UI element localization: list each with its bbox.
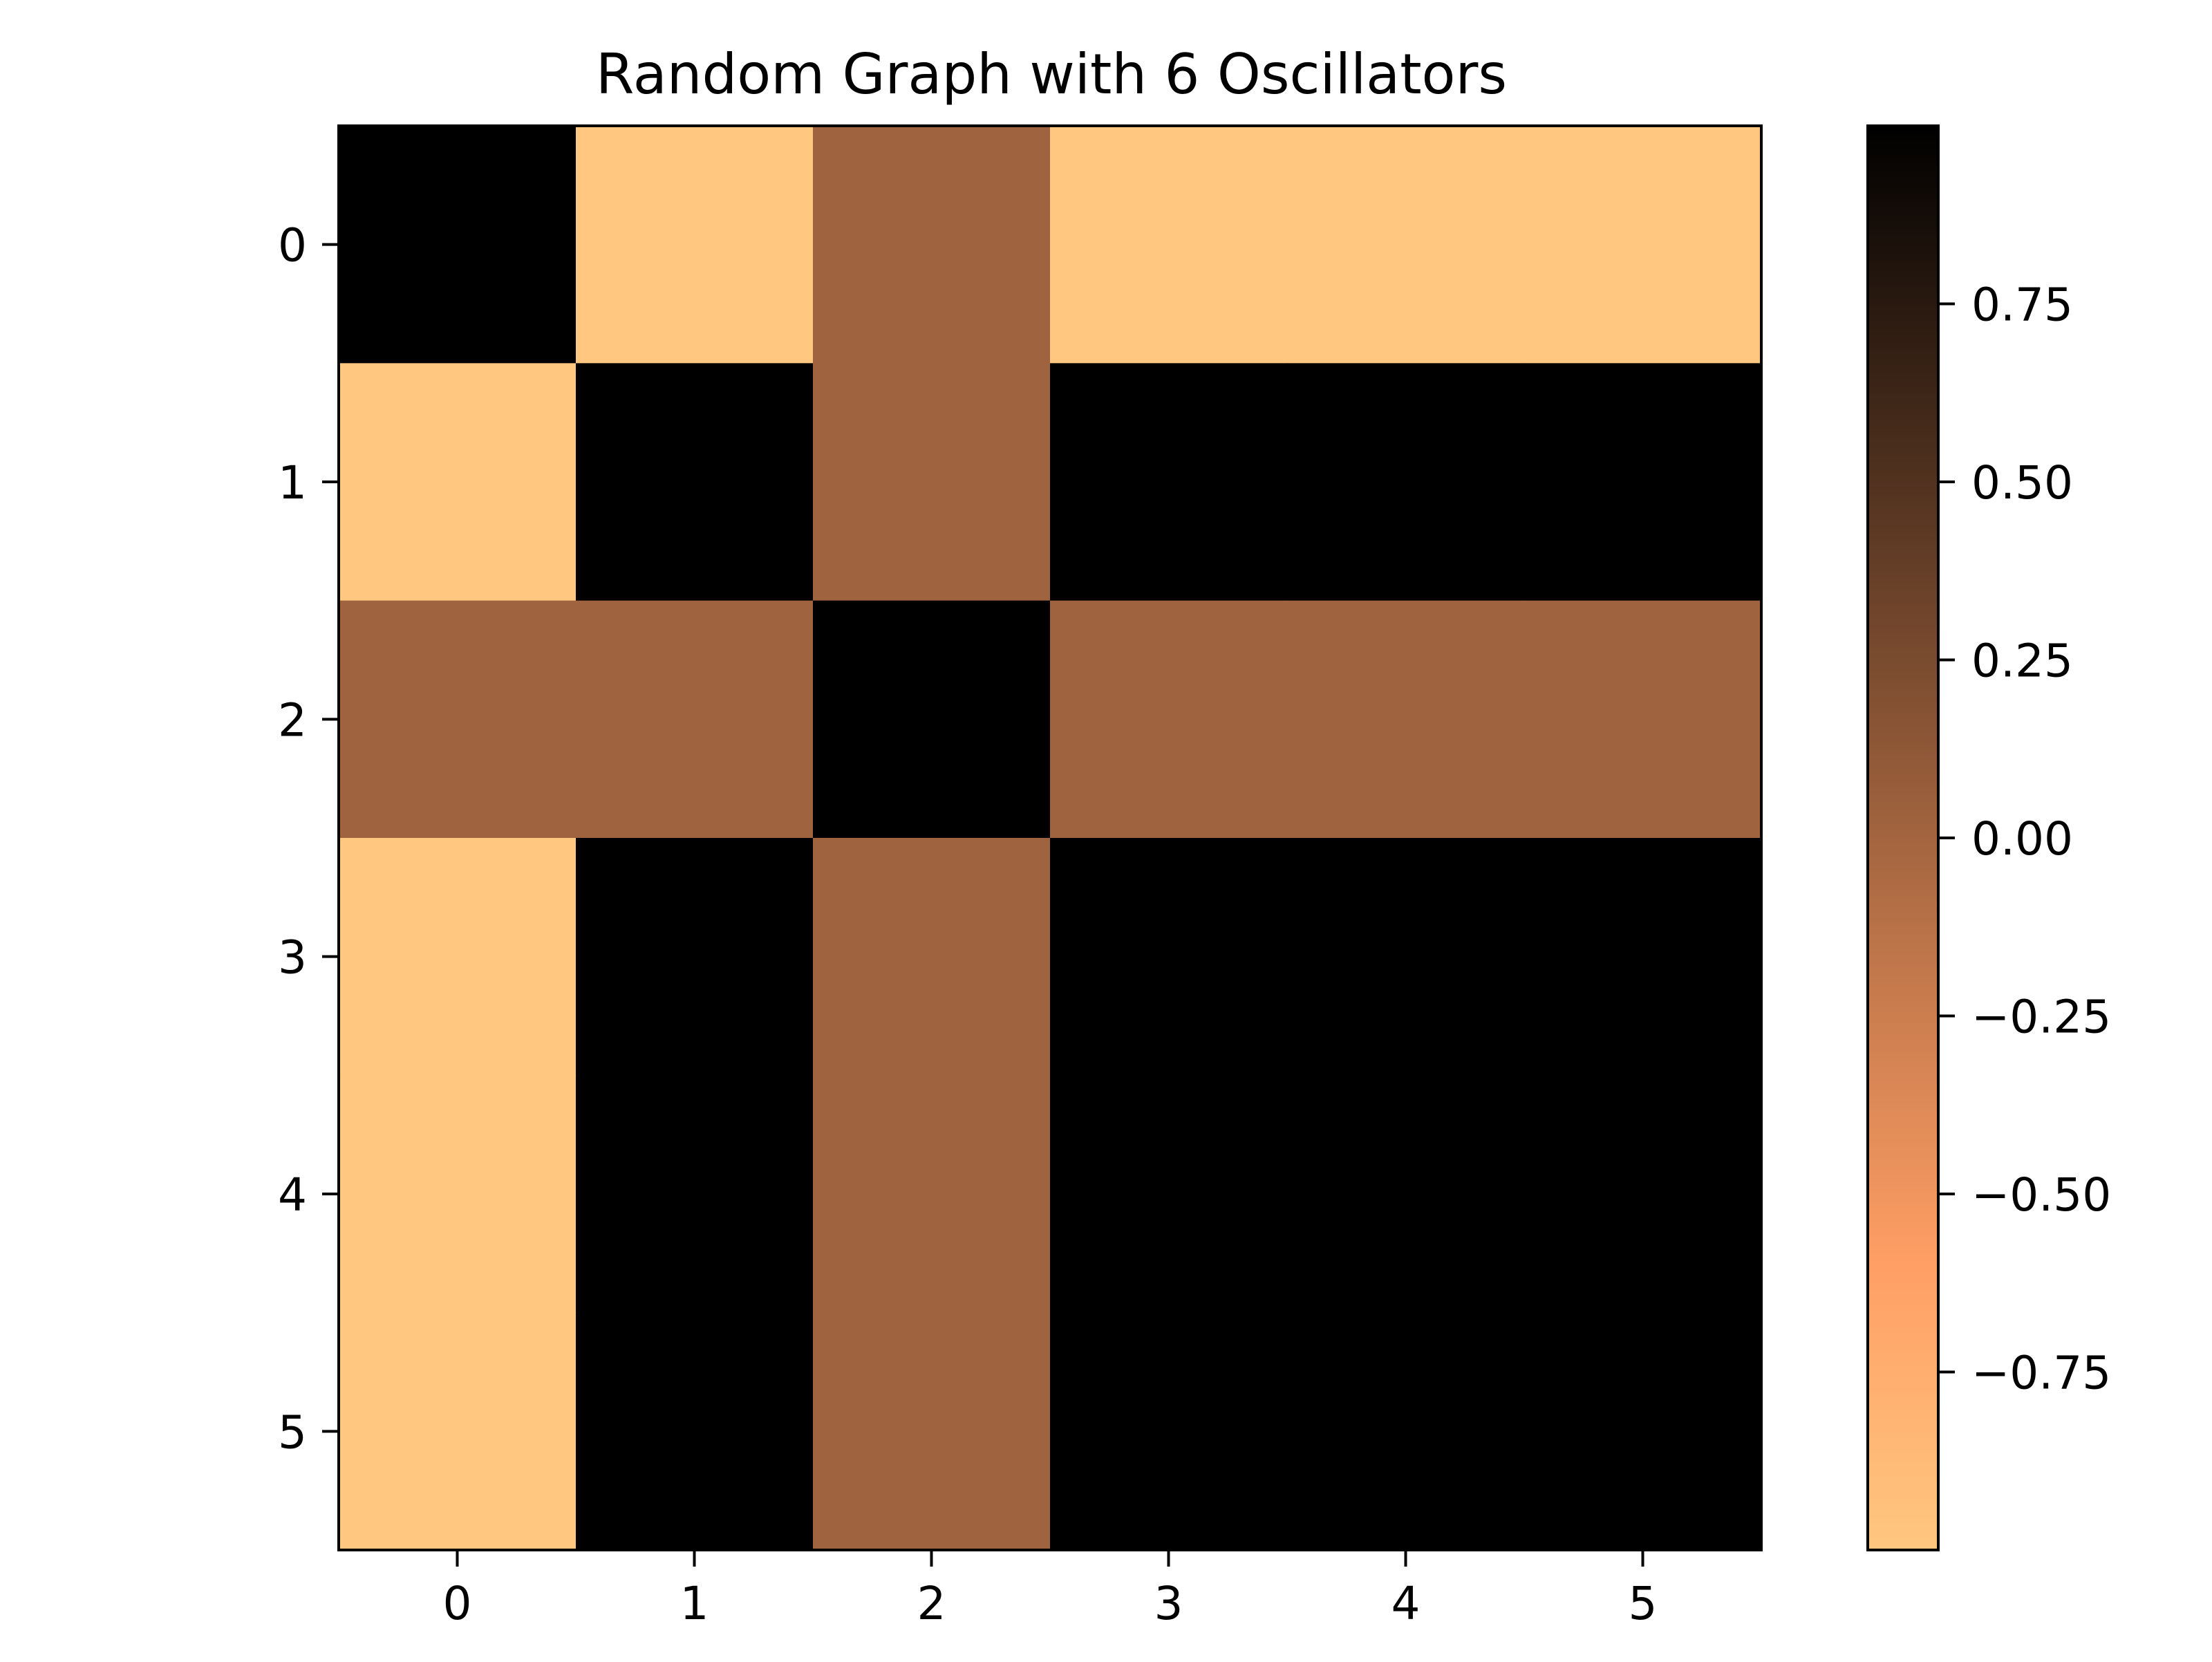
heatmap-cell-0-5 bbox=[1524, 126, 1762, 364]
x-tick-label-4: 4 bbox=[1391, 1577, 1421, 1630]
heatmap-cell-5-4 bbox=[1287, 1312, 1525, 1551]
heatmap-cell-5-3 bbox=[1050, 1312, 1288, 1551]
x-axis: 0 1 2 3 4 5 bbox=[443, 1550, 1658, 1630]
heatmap-cell-1-2 bbox=[813, 363, 1051, 601]
chart-title: Random Graph with 6 Oscillators bbox=[596, 42, 1507, 106]
heatmap-cell-2-5 bbox=[1524, 600, 1762, 839]
colorbar-tick-label-3: 0.00 bbox=[1971, 812, 2073, 866]
colorbar-tick-label-6: −0.75 bbox=[1971, 1347, 2111, 1400]
heatmap-cell-4-2 bbox=[813, 1075, 1051, 1314]
y-tick-label-5: 5 bbox=[278, 1406, 307, 1459]
x-tick-label-0: 0 bbox=[443, 1577, 472, 1630]
plot-frame bbox=[337, 124, 1763, 1551]
heatmap-cells bbox=[339, 126, 1762, 1551]
heatmap-cell-4-5 bbox=[1524, 1075, 1762, 1314]
heatmap-cell-2-4 bbox=[1287, 600, 1525, 839]
colorbar-tick-label-1: 0.50 bbox=[1971, 456, 2073, 510]
heatmap-cell-4-3 bbox=[1050, 1075, 1288, 1314]
heatmap-cell-1-4 bbox=[1287, 363, 1525, 601]
heatmap-cell-3-0 bbox=[339, 838, 577, 1076]
heatmap-cell-5-1 bbox=[576, 1312, 814, 1551]
heatmap-cell-0-4 bbox=[1287, 126, 1525, 364]
heatmap-cell-1-0 bbox=[339, 363, 577, 601]
heatmap-cell-5-2 bbox=[813, 1312, 1051, 1551]
heatmap-cell-5-0 bbox=[339, 1312, 577, 1551]
colorbar-tick-label-2: 0.25 bbox=[1971, 635, 2073, 688]
y-axis: 0 1 2 3 4 5 bbox=[278, 219, 339, 1459]
heatmap-cell-0-3 bbox=[1050, 126, 1288, 364]
colorbar-tick-label-5: −0.50 bbox=[1971, 1168, 2111, 1222]
colorbar bbox=[1866, 124, 1940, 1551]
x-tick-label-3: 3 bbox=[1154, 1577, 1183, 1630]
heatmap-cell-0-1 bbox=[576, 126, 814, 364]
x-tick-label-2: 2 bbox=[917, 1577, 946, 1630]
x-tick-label-5: 5 bbox=[1629, 1577, 1658, 1630]
y-tick-label-2: 2 bbox=[278, 693, 307, 747]
heatmap-cell-4-0 bbox=[339, 1075, 577, 1314]
heatmap-cell-3-4 bbox=[1287, 838, 1525, 1076]
colorbar-axis: 0.75 0.50 0.25 0.00 −0.25 −0.50 −0.75 bbox=[1938, 279, 2111, 1400]
heatmap-cell-4-4 bbox=[1287, 1075, 1525, 1314]
colorbar-tick-label-4: −0.25 bbox=[1971, 991, 2111, 1044]
y-tick-label-4: 4 bbox=[278, 1168, 307, 1222]
colorbar-tick-label-0: 0.75 bbox=[1971, 279, 2073, 332]
heatmap-cell-3-1 bbox=[576, 838, 814, 1076]
heatmap-cell-0-0 bbox=[339, 126, 577, 364]
heatmap-cell-0-2 bbox=[813, 126, 1051, 364]
heatmap-cell-1-5 bbox=[1524, 363, 1762, 601]
heatmap-cell-3-5 bbox=[1524, 838, 1762, 1076]
heatmap-cell-2-2 bbox=[813, 600, 1051, 839]
heatmap-cell-2-3 bbox=[1050, 600, 1288, 839]
heatmap-cell-5-5 bbox=[1524, 1312, 1762, 1551]
y-tick-label-0: 0 bbox=[278, 219, 307, 272]
heatmap-cell-3-3 bbox=[1050, 838, 1288, 1076]
heatmap-cell-1-3 bbox=[1050, 363, 1288, 601]
heatmap-cell-1-1 bbox=[576, 363, 814, 601]
heatmap-cell-2-0 bbox=[339, 600, 577, 839]
x-tick-label-1: 1 bbox=[680, 1577, 709, 1630]
y-tick-label-3: 3 bbox=[278, 931, 307, 984]
heatmap-cell-4-1 bbox=[576, 1075, 814, 1314]
heatmap-cell-3-2 bbox=[813, 838, 1051, 1076]
heatmap-cell-2-1 bbox=[576, 600, 814, 839]
y-tick-label-1: 1 bbox=[278, 456, 307, 510]
